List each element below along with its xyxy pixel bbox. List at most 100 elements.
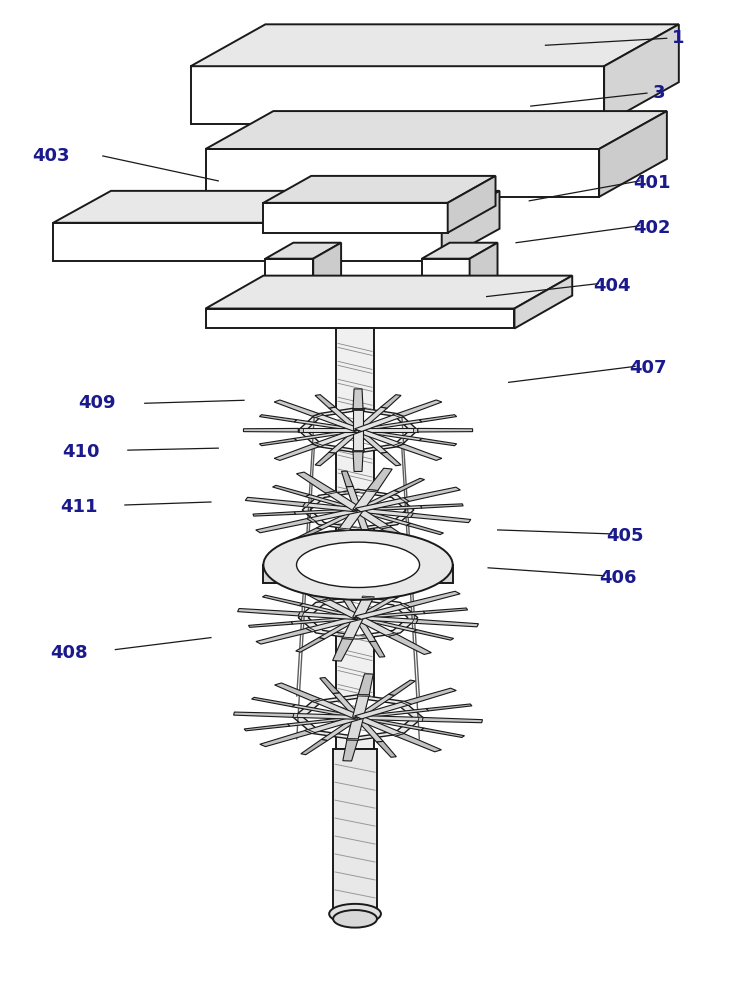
Polygon shape bbox=[244, 724, 290, 731]
Polygon shape bbox=[343, 740, 358, 761]
Polygon shape bbox=[346, 486, 362, 510]
Polygon shape bbox=[422, 243, 497, 259]
Polygon shape bbox=[320, 677, 339, 693]
Polygon shape bbox=[365, 489, 379, 492]
Polygon shape bbox=[353, 695, 369, 718]
Polygon shape bbox=[312, 699, 323, 702]
Polygon shape bbox=[362, 596, 374, 598]
Polygon shape bbox=[333, 693, 362, 718]
Polygon shape bbox=[249, 622, 293, 627]
Polygon shape bbox=[354, 510, 370, 534]
Polygon shape bbox=[356, 420, 422, 431]
Polygon shape bbox=[358, 428, 418, 432]
Polygon shape bbox=[347, 717, 364, 740]
Polygon shape bbox=[288, 716, 359, 726]
Polygon shape bbox=[206, 276, 572, 309]
Polygon shape bbox=[306, 627, 316, 632]
Polygon shape bbox=[355, 617, 376, 642]
Polygon shape bbox=[53, 191, 500, 223]
Polygon shape bbox=[354, 716, 404, 736]
Polygon shape bbox=[324, 529, 349, 552]
Polygon shape bbox=[404, 688, 456, 704]
Polygon shape bbox=[400, 604, 410, 608]
Polygon shape bbox=[404, 487, 461, 501]
Polygon shape bbox=[355, 604, 410, 619]
Polygon shape bbox=[353, 596, 374, 618]
Polygon shape bbox=[206, 111, 667, 149]
Polygon shape bbox=[293, 714, 359, 719]
Polygon shape bbox=[379, 525, 391, 529]
Polygon shape bbox=[294, 420, 359, 431]
Polygon shape bbox=[333, 749, 377, 919]
Polygon shape bbox=[190, 66, 604, 124]
Ellipse shape bbox=[333, 910, 377, 928]
Polygon shape bbox=[315, 452, 335, 466]
Polygon shape bbox=[338, 509, 363, 530]
Polygon shape bbox=[354, 509, 390, 529]
Polygon shape bbox=[357, 709, 429, 719]
Polygon shape bbox=[356, 509, 411, 525]
Polygon shape bbox=[385, 633, 397, 637]
Polygon shape bbox=[303, 489, 414, 531]
Polygon shape bbox=[514, 276, 572, 328]
Polygon shape bbox=[263, 203, 448, 233]
Polygon shape bbox=[297, 472, 335, 493]
Polygon shape bbox=[422, 717, 483, 723]
Polygon shape bbox=[307, 518, 316, 522]
Polygon shape bbox=[305, 716, 362, 733]
Polygon shape bbox=[263, 595, 303, 606]
Polygon shape bbox=[469, 243, 497, 311]
Polygon shape bbox=[353, 452, 363, 471]
Polygon shape bbox=[355, 694, 395, 718]
Polygon shape bbox=[354, 429, 404, 447]
Polygon shape bbox=[407, 513, 413, 517]
Polygon shape bbox=[358, 674, 373, 695]
Polygon shape bbox=[393, 414, 404, 418]
Text: 404: 404 bbox=[593, 277, 630, 295]
Polygon shape bbox=[53, 223, 442, 261]
Polygon shape bbox=[340, 594, 362, 618]
Text: 407: 407 bbox=[630, 359, 667, 377]
Polygon shape bbox=[292, 528, 322, 542]
Polygon shape bbox=[442, 191, 500, 261]
Polygon shape bbox=[292, 616, 359, 624]
Polygon shape bbox=[354, 617, 397, 636]
Polygon shape bbox=[306, 495, 360, 511]
Polygon shape bbox=[418, 428, 472, 432]
Polygon shape bbox=[285, 581, 328, 601]
Polygon shape bbox=[303, 503, 359, 512]
Polygon shape bbox=[329, 407, 362, 431]
Polygon shape bbox=[272, 485, 309, 497]
Polygon shape bbox=[325, 491, 363, 511]
Ellipse shape bbox=[329, 904, 381, 924]
Polygon shape bbox=[313, 243, 341, 311]
Polygon shape bbox=[388, 680, 415, 695]
Polygon shape bbox=[312, 414, 323, 418]
Text: 409: 409 bbox=[78, 394, 116, 412]
Text: 410: 410 bbox=[62, 443, 100, 461]
Polygon shape bbox=[355, 490, 399, 511]
Polygon shape bbox=[260, 415, 297, 422]
Polygon shape bbox=[424, 608, 468, 614]
Polygon shape bbox=[244, 428, 298, 432]
Polygon shape bbox=[412, 619, 418, 624]
Polygon shape bbox=[320, 599, 362, 619]
Polygon shape bbox=[336, 328, 374, 749]
Polygon shape bbox=[296, 638, 325, 652]
Polygon shape bbox=[363, 574, 384, 597]
Polygon shape bbox=[353, 389, 363, 409]
Polygon shape bbox=[253, 512, 295, 516]
Polygon shape bbox=[357, 611, 425, 619]
Polygon shape bbox=[604, 24, 679, 124]
Polygon shape bbox=[416, 619, 478, 627]
Polygon shape bbox=[419, 415, 457, 422]
Polygon shape bbox=[356, 716, 424, 730]
Polygon shape bbox=[266, 259, 313, 311]
Polygon shape bbox=[382, 527, 420, 548]
Polygon shape bbox=[306, 410, 410, 450]
Text: 405: 405 bbox=[606, 527, 644, 545]
Text: 3: 3 bbox=[653, 84, 666, 102]
Polygon shape bbox=[353, 489, 378, 510]
Polygon shape bbox=[418, 717, 423, 721]
Polygon shape bbox=[299, 603, 360, 619]
